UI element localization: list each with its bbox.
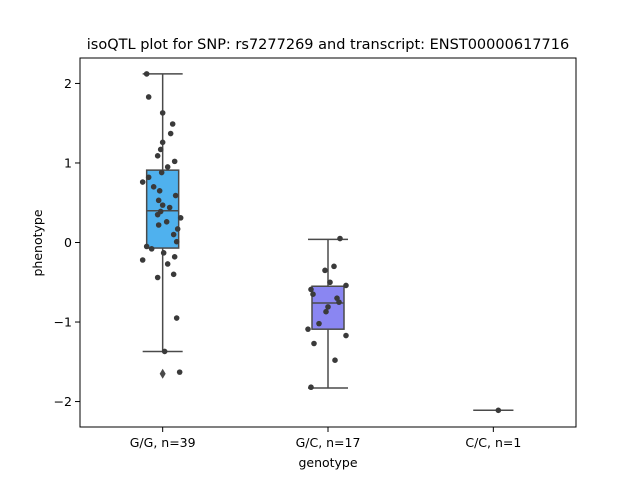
data-point <box>336 299 342 305</box>
data-point <box>154 211 161 218</box>
data-point <box>159 202 166 208</box>
strip-points <box>305 235 349 391</box>
data-point <box>145 174 152 181</box>
data-point <box>167 130 174 137</box>
y-tick-label: 0 <box>64 235 72 250</box>
data-point <box>331 263 337 270</box>
x-tick-label: C/C, n=1 <box>465 435 521 450</box>
data-point <box>327 279 333 286</box>
x-tick-label: G/C, n=17 <box>296 435 361 450</box>
data-point <box>325 304 331 310</box>
data-point <box>159 139 166 146</box>
x-tick-label: G/G, n=39 <box>130 435 196 450</box>
data-point <box>171 254 178 260</box>
data-point <box>176 369 183 375</box>
data-point <box>145 94 152 100</box>
data-point <box>323 308 329 315</box>
data-point <box>154 153 161 159</box>
data-point <box>166 204 173 211</box>
data-point <box>337 235 343 242</box>
box-group <box>308 238 348 389</box>
data-point <box>495 407 502 414</box>
y-axis-label: phenotype <box>30 209 45 276</box>
axes: −2 −1 0 1 2 G/G, n=39 G/C, n=17 C/C, n=1 <box>54 57 577 450</box>
data-point <box>177 215 184 221</box>
data-point <box>143 71 150 77</box>
data-point <box>171 158 178 165</box>
y-tick-label: −1 <box>54 315 72 330</box>
data-point <box>148 246 155 252</box>
data-point <box>173 315 180 321</box>
data-point <box>157 146 164 153</box>
data-point <box>173 238 180 245</box>
data-point <box>170 231 177 238</box>
outlier-marker <box>159 368 166 379</box>
data-point <box>160 250 167 256</box>
data-point <box>316 320 322 327</box>
y-tick-label: 2 <box>64 76 72 91</box>
strip-points <box>139 71 184 375</box>
strip-points <box>495 407 502 414</box>
data-point <box>308 286 314 293</box>
data-point <box>343 282 349 289</box>
y-tick-label: 1 <box>64 155 72 170</box>
x-axis-label: genotype <box>298 455 357 470</box>
data-point <box>143 243 150 250</box>
data-point <box>159 110 166 116</box>
data-point <box>311 340 317 347</box>
data-point <box>164 261 171 267</box>
box-group <box>142 73 183 379</box>
data-point <box>308 384 314 391</box>
data-point <box>161 348 168 355</box>
data-point <box>150 184 157 190</box>
data-point <box>169 121 176 127</box>
data-point <box>155 197 162 204</box>
data-point <box>174 226 181 232</box>
data-point <box>164 164 171 170</box>
data-point <box>343 332 349 339</box>
data-point <box>139 257 146 263</box>
data-point <box>163 219 170 225</box>
y-tick-label: −2 <box>54 394 72 409</box>
data-point <box>155 222 162 228</box>
data-point <box>154 274 161 281</box>
data-point <box>310 291 316 297</box>
data-point <box>170 271 177 278</box>
data-point <box>322 267 328 274</box>
data-point <box>172 192 179 199</box>
data-point <box>305 326 311 332</box>
plot-area <box>139 71 514 414</box>
data-point <box>158 169 165 176</box>
chart-title: isoQTL plot for SNP: rs7277269 and trans… <box>87 37 569 53</box>
data-point <box>139 179 146 185</box>
data-point <box>156 188 163 194</box>
data-point <box>332 357 338 363</box>
